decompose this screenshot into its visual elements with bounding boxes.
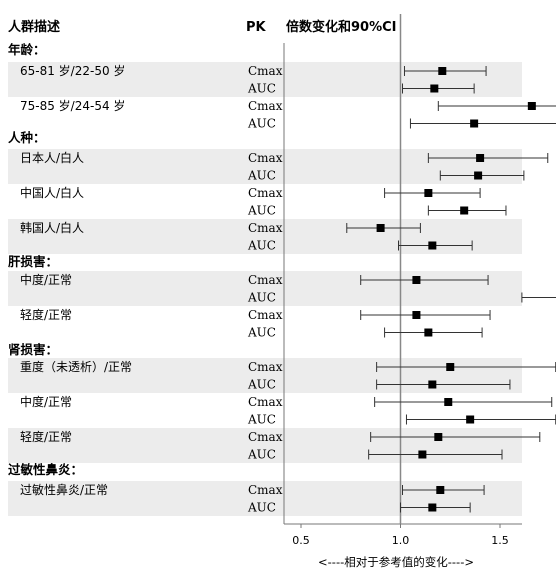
pk-label: AUC <box>247 378 276 392</box>
pk-label: AUC <box>247 117 276 131</box>
row-labels: 年龄： 65-81 岁/22-50 岁 Cmax AUC 75-85 岁/24-54 岁… <box>8 42 283 515</box>
subgroup-label: 过敏性鼻炎/正常 <box>20 482 108 497</box>
point-estimate <box>446 363 455 371</box>
point-estimate <box>438 67 447 75</box>
point-estimate <box>444 398 453 406</box>
pk-label: Cmax <box>248 360 283 374</box>
pk-label: AUC <box>247 413 276 427</box>
point-estimate <box>474 171 483 180</box>
pk-label: Cmax <box>248 308 283 322</box>
pk-label: AUC <box>247 204 276 218</box>
subgroup-label: 中度/正常 <box>20 272 72 287</box>
x-tick-label: 1.0 <box>392 534 410 547</box>
point-estimate <box>460 206 469 215</box>
pk-label: Cmax <box>248 221 283 235</box>
group-label: 肝损害： <box>8 254 58 269</box>
subgroup-label: 韩国人/白人 <box>20 220 84 235</box>
x-tick-label: 1.5 <box>491 534 509 547</box>
pk-label: AUC <box>247 448 276 462</box>
x-axis-label: <----相对于参考值的变化----> <box>318 555 474 569</box>
point-estimate <box>428 503 437 512</box>
pk-label: AUC <box>247 239 276 253</box>
pk-label: AUC <box>247 501 276 515</box>
subgroup-label: 75-85 岁/24-54 岁 <box>20 98 125 113</box>
point-estimate <box>436 486 445 494</box>
subgroup-label: 65-81 岁/22-50 岁 <box>20 63 125 78</box>
subgroup-label: 日本人/白人 <box>20 150 84 165</box>
subgroup-label: 轻度/正常 <box>20 429 72 444</box>
group-label: 人种： <box>8 130 46 145</box>
point-estimate <box>376 224 385 232</box>
point-estimate <box>418 450 427 459</box>
point-estimate <box>476 154 485 162</box>
pk-label: Cmax <box>248 395 283 409</box>
subgroup-label: 轻度/正常 <box>20 307 72 322</box>
pk-label: AUC <box>247 82 276 96</box>
row-band <box>8 271 522 306</box>
pk-label: AUC <box>247 291 276 305</box>
subgroup-label: 重度（未透析）/正常 <box>20 359 132 374</box>
subgroup-label: 中度/正常 <box>20 394 72 409</box>
row-bands <box>8 62 522 516</box>
pk-label: Cmax <box>248 483 283 497</box>
point-estimate <box>424 328 433 337</box>
pk-label: Cmax <box>248 430 283 444</box>
x-axis: 0.51.01.52.02.5 <box>283 14 522 547</box>
pk-label: Cmax <box>248 64 283 78</box>
point-estimate <box>428 241 437 250</box>
point-estimate <box>412 311 421 319</box>
point-estimate <box>412 276 421 284</box>
group-label: 过敏性鼻炎： <box>8 462 83 477</box>
point-estimate <box>527 102 536 110</box>
ci-header: 倍数变化和90%CI <box>286 19 397 35</box>
point-estimate <box>424 189 433 197</box>
pk-label: Cmax <box>248 186 283 200</box>
population-header: 人群描述 <box>8 19 60 35</box>
pk-label: Cmax <box>248 273 283 287</box>
point-estimate <box>428 380 437 389</box>
row-band <box>8 149 522 184</box>
x-tick-label: 0.5 <box>292 534 310 547</box>
pk-label: AUC <box>247 169 276 183</box>
estimate-marks <box>346 66 556 513</box>
point-estimate <box>466 415 475 424</box>
point-estimate <box>434 433 443 441</box>
subgroup-label: 中国人/白人 <box>20 185 84 200</box>
group-label: 年龄： <box>8 42 46 57</box>
pk-label: Cmax <box>248 151 283 165</box>
point-estimate <box>430 84 439 93</box>
pk-label: AUC <box>247 326 276 340</box>
pk-header: PK <box>246 20 267 35</box>
point-estimate <box>470 119 479 128</box>
group-label: 肾损害： <box>8 342 58 357</box>
pk-label: Cmax <box>248 99 283 113</box>
